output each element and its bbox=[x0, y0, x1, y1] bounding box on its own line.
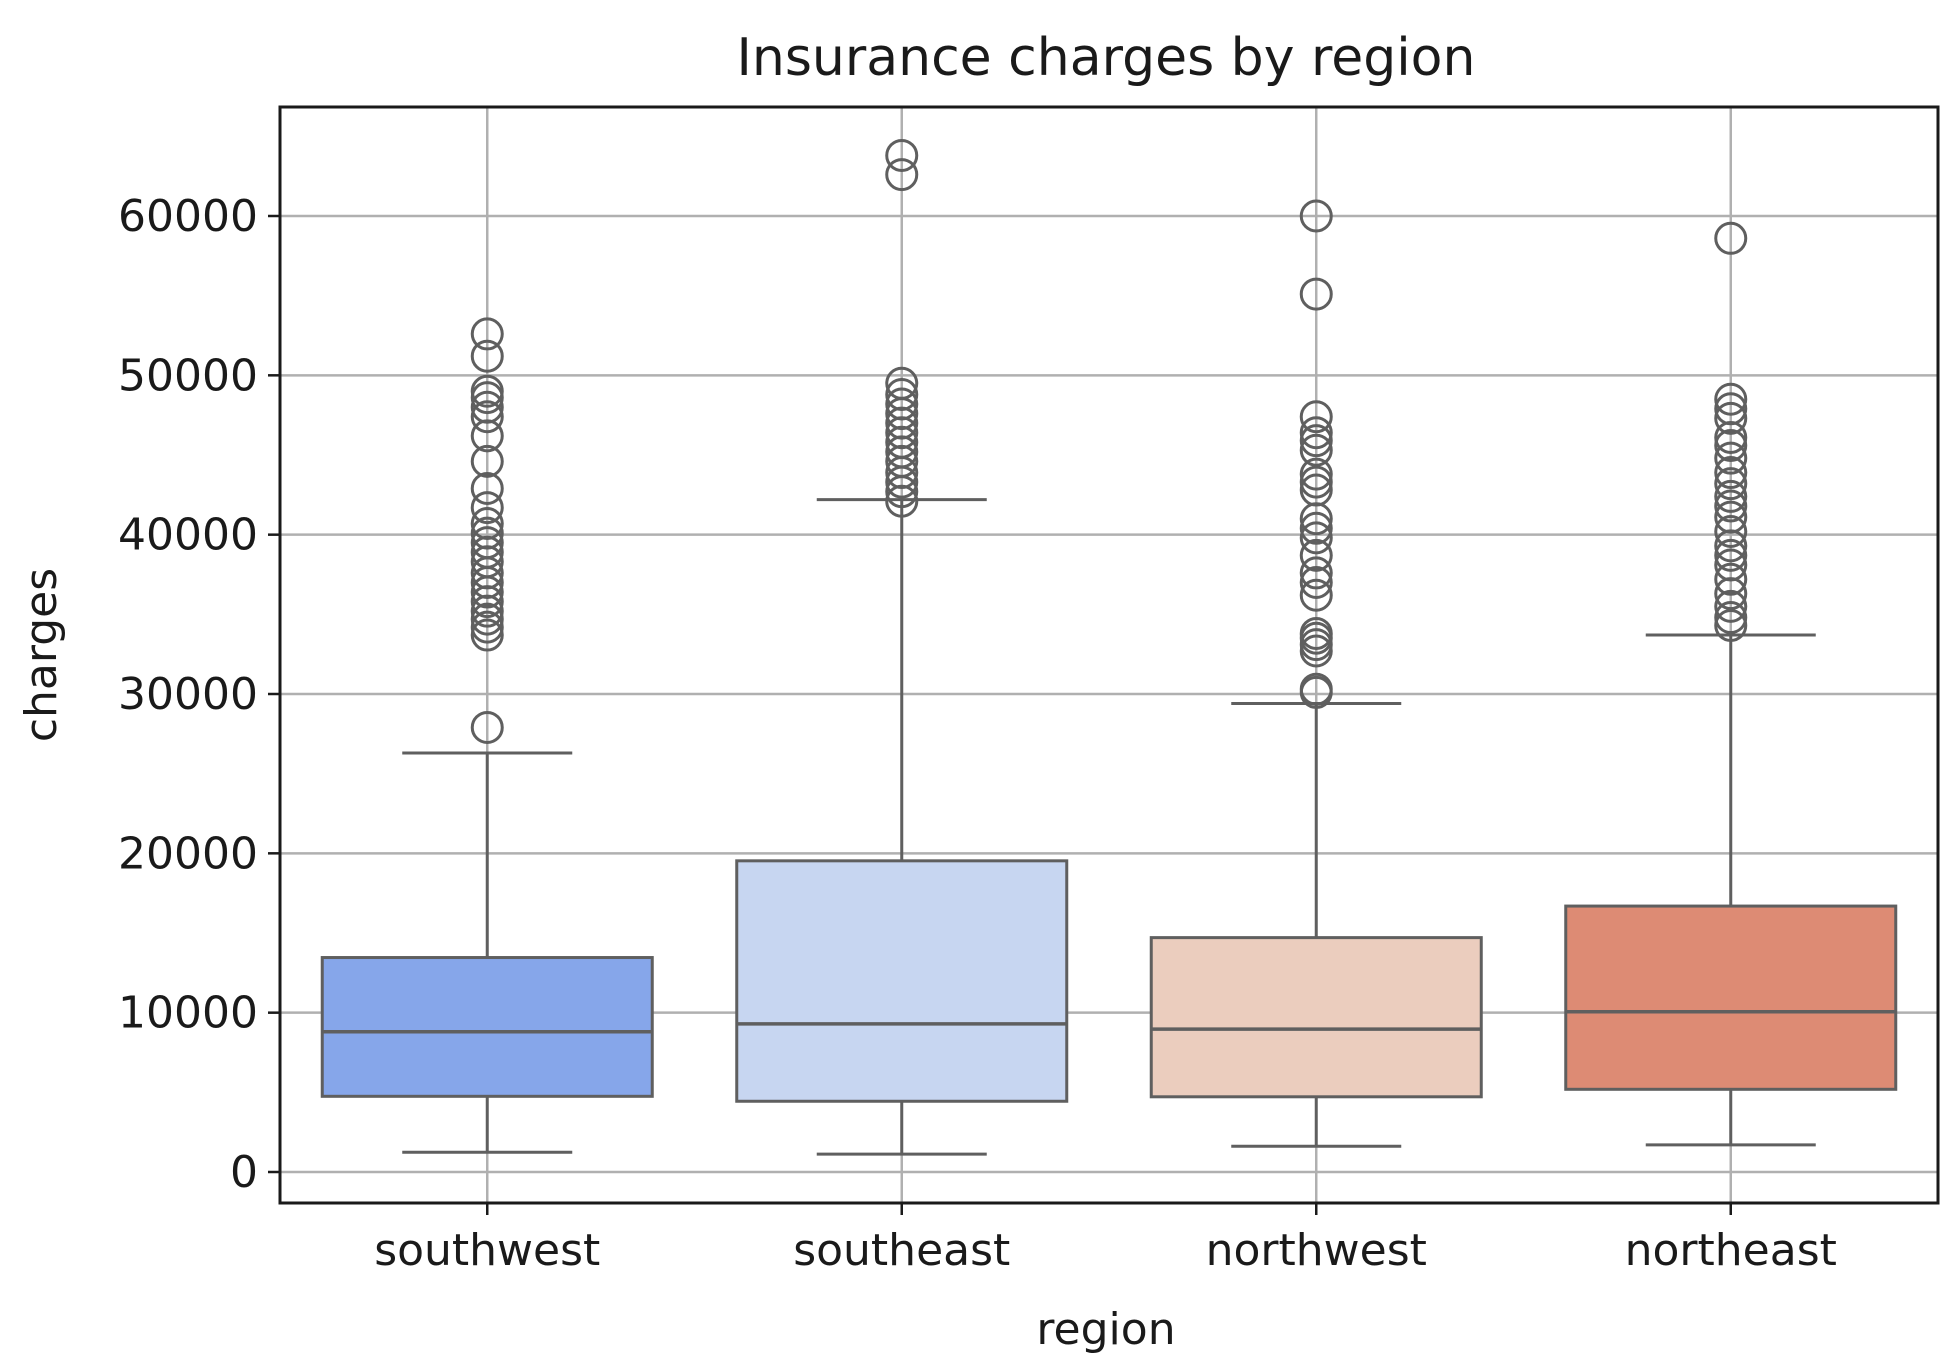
outlier-point bbox=[1299, 199, 1333, 233]
y-tick-label: 20000 bbox=[118, 828, 258, 879]
outlier-point bbox=[470, 610, 504, 644]
outlier-point bbox=[1299, 473, 1333, 507]
outlier-point bbox=[470, 602, 504, 636]
outlier-point bbox=[885, 366, 919, 400]
outlier-point bbox=[1714, 538, 1748, 572]
y-tick-label: 40000 bbox=[118, 510, 258, 561]
outlier-point bbox=[1714, 601, 1748, 635]
x-tick-label: southwest bbox=[374, 1225, 600, 1276]
outlier-point bbox=[470, 400, 504, 434]
outlier-point bbox=[470, 317, 504, 351]
outlier-point bbox=[1299, 538, 1333, 572]
y-tick-label: 30000 bbox=[118, 669, 258, 720]
iqr-box bbox=[1149, 936, 1483, 1099]
outlier-point bbox=[1714, 382, 1748, 416]
box-southwest bbox=[320, 317, 654, 1154]
plot-frame bbox=[278, 105, 1940, 1205]
outlier-point bbox=[1299, 672, 1333, 706]
iqr-box bbox=[320, 956, 654, 1098]
outlier-point bbox=[470, 390, 504, 424]
outlier-point bbox=[470, 507, 504, 541]
outlier-point bbox=[1299, 511, 1333, 545]
outlier-point bbox=[1714, 221, 1748, 255]
x-ticks: southwest southeast northwest northeast bbox=[374, 1203, 1837, 1276]
outlier-point bbox=[470, 526, 504, 560]
iqr-box bbox=[735, 859, 1069, 1103]
outlier-point bbox=[1714, 514, 1748, 548]
outlier-point bbox=[1299, 578, 1333, 612]
outlier-point bbox=[1299, 556, 1333, 590]
outlier-point bbox=[1714, 428, 1748, 462]
outlier-point bbox=[1714, 562, 1748, 596]
x-tick-label: northeast bbox=[1625, 1225, 1837, 1276]
chart-title: Insurance charges by region bbox=[737, 28, 1476, 88]
box-northwest bbox=[1149, 199, 1483, 1148]
outlier-point bbox=[1299, 457, 1333, 491]
outlier-point bbox=[1714, 608, 1748, 642]
outlier-point bbox=[1714, 500, 1748, 534]
y-tick-label: 0 bbox=[230, 1147, 258, 1198]
outlier-point bbox=[885, 387, 919, 421]
outlier-point bbox=[1299, 400, 1333, 434]
outlier-point bbox=[885, 138, 919, 172]
x-tick-label: southeast bbox=[793, 1225, 1010, 1276]
box-northeast bbox=[1564, 221, 1898, 1147]
outlier-point bbox=[470, 339, 504, 373]
outlier-point bbox=[470, 491, 504, 525]
outlier-point bbox=[470, 374, 504, 408]
outlier-point bbox=[470, 618, 504, 652]
outlier-point bbox=[1714, 392, 1748, 426]
boxes bbox=[320, 138, 1898, 1156]
y-axis-label: charges bbox=[16, 568, 67, 742]
outlier-point bbox=[885, 377, 919, 411]
outlier-point bbox=[1714, 467, 1748, 501]
outlier-point bbox=[885, 158, 919, 192]
outlier-point bbox=[1714, 479, 1748, 513]
outlier-point bbox=[1299, 416, 1333, 450]
outlier-point bbox=[1299, 465, 1333, 499]
outlier-point bbox=[1299, 424, 1333, 458]
outlier-point bbox=[1714, 589, 1748, 623]
outlier-point bbox=[1714, 489, 1748, 523]
outlier-point bbox=[1714, 456, 1748, 490]
outlier-point bbox=[1714, 401, 1748, 435]
outlier-point bbox=[1299, 521, 1333, 555]
y-tick-label: 50000 bbox=[118, 350, 258, 401]
outlier-point bbox=[1299, 277, 1333, 311]
x-tick-label: northwest bbox=[1206, 1225, 1427, 1276]
outlier-point bbox=[1714, 441, 1748, 475]
y-ticks: 0 10000 20000 30000 40000 50000 60000 bbox=[118, 191, 280, 1198]
outlier-point bbox=[470, 471, 504, 505]
y-tick-label: 60000 bbox=[118, 191, 258, 242]
x-axis-label: region bbox=[1036, 1304, 1175, 1355]
outlier-point bbox=[470, 516, 504, 550]
outlier-point bbox=[470, 444, 504, 478]
outlier-point bbox=[1299, 565, 1333, 599]
y-tick-label: 10000 bbox=[118, 988, 258, 1039]
outlier-point bbox=[1299, 433, 1333, 467]
outlier-point bbox=[1714, 548, 1748, 582]
outlier-point bbox=[470, 710, 504, 744]
outlier-point bbox=[1299, 616, 1333, 650]
box-southeast bbox=[735, 138, 1069, 1156]
iqr-box bbox=[1564, 904, 1898, 1091]
